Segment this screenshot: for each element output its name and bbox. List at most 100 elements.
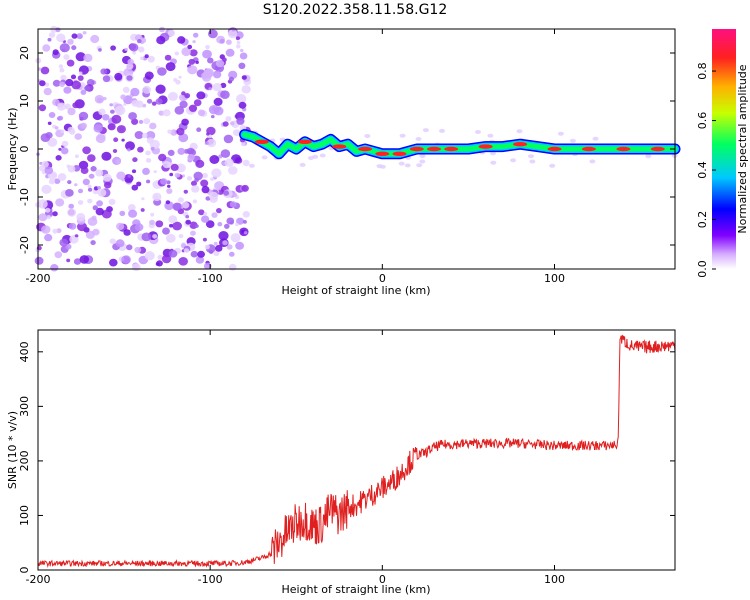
noise-blob xyxy=(213,97,223,106)
noise-blob xyxy=(74,234,79,238)
noise-blob xyxy=(127,174,131,178)
noise-blob xyxy=(203,262,212,270)
noise-blob xyxy=(175,163,186,173)
noise-blob xyxy=(48,178,56,185)
noise-blob xyxy=(239,52,248,60)
noise-blob xyxy=(115,239,125,248)
noise-blob xyxy=(66,258,71,263)
noise-blob xyxy=(592,136,599,141)
noise-blob xyxy=(116,125,126,134)
track-core xyxy=(297,139,312,144)
snr-x-axis-label: Height of straight line (km) xyxy=(281,583,430,596)
x-tick-label: -200 xyxy=(26,573,51,586)
noise-blob xyxy=(74,133,82,140)
noise-blob xyxy=(71,33,78,39)
noise-blob xyxy=(34,256,44,265)
noise-blob xyxy=(228,166,238,175)
noise-blob xyxy=(123,103,127,106)
x-tick-label: -100 xyxy=(198,272,223,285)
noise-blob xyxy=(131,169,137,174)
noise-blob xyxy=(126,75,133,81)
noise-blob xyxy=(203,212,208,216)
noise-blob xyxy=(202,49,212,59)
noise-blob xyxy=(206,138,217,148)
noise-blob xyxy=(205,44,210,50)
figure-title: S120.2022.358.11.58.G12 xyxy=(263,2,448,18)
noise-blob xyxy=(181,118,189,126)
noise-blob xyxy=(226,39,232,45)
noise-blob xyxy=(115,105,126,116)
noise-blob xyxy=(186,176,193,181)
noise-blob xyxy=(167,149,175,156)
noise-blob xyxy=(121,138,125,142)
noise-blob xyxy=(168,249,178,258)
noise-blob xyxy=(169,223,173,228)
noise-blob xyxy=(72,102,79,109)
noise-blob xyxy=(178,75,182,79)
noise-blob xyxy=(169,172,174,177)
noise-blob xyxy=(122,86,130,93)
noise-blob xyxy=(146,179,151,184)
noise-blob xyxy=(198,209,205,216)
noise-blob xyxy=(162,227,170,235)
noise-blob xyxy=(37,199,48,209)
noise-blob xyxy=(94,94,105,104)
noise-blob xyxy=(217,222,223,227)
noise-blob xyxy=(92,205,99,211)
noise-blob xyxy=(102,75,111,83)
noise-blob xyxy=(165,62,176,72)
noise-blob xyxy=(236,117,245,125)
noise-blob xyxy=(158,153,167,162)
noise-blob xyxy=(68,203,74,209)
spectrogram-x-axis-label: Height of straight line (km) xyxy=(281,284,430,297)
noise-blob xyxy=(87,154,96,163)
noise-blob xyxy=(242,159,250,167)
noise-blob xyxy=(46,215,51,220)
noise-blob xyxy=(222,240,228,246)
noise-blob xyxy=(150,146,155,151)
noise-blob xyxy=(48,32,56,38)
noise-blob xyxy=(56,33,66,43)
noise-blob xyxy=(177,147,186,155)
noise-blob xyxy=(128,209,138,218)
noise-blob xyxy=(223,190,230,196)
track-core xyxy=(478,144,493,149)
snr-panel: -200 -100 0 100 0 100 200 300 400 Height of str… xyxy=(6,329,676,596)
x-tick-label: 0 xyxy=(379,573,386,586)
noise-blob xyxy=(200,179,209,187)
noise-blob xyxy=(399,133,406,138)
noise-blob xyxy=(141,197,145,201)
noise-blob xyxy=(172,221,183,231)
noise-blob xyxy=(47,137,58,147)
noise-blob xyxy=(416,163,423,168)
noise-blob xyxy=(132,157,138,163)
noise-blob xyxy=(188,104,198,113)
y-tick-label: 0 xyxy=(18,567,31,574)
noise-blob xyxy=(78,71,83,75)
noise-blob xyxy=(88,173,95,179)
noise-blob xyxy=(40,133,51,143)
noise-blob xyxy=(177,197,184,203)
track-core xyxy=(513,142,528,147)
noise-blob xyxy=(48,112,56,118)
noise-blob xyxy=(422,128,429,133)
noise-blob xyxy=(201,215,210,223)
noise-blob xyxy=(78,34,83,39)
noise-blob xyxy=(364,134,371,138)
spectrogram-y-axis-label: Frequency (Hz) xyxy=(6,108,19,191)
noise-blob xyxy=(181,47,191,57)
noise-blob xyxy=(190,250,198,258)
noise-blob xyxy=(192,40,196,44)
noise-blob xyxy=(240,48,244,53)
y-tick-label: 400 xyxy=(18,341,31,362)
y-tick-label: -20 xyxy=(18,236,31,254)
noise-blob xyxy=(67,126,75,134)
noise-blob xyxy=(212,83,222,92)
noise-blob xyxy=(419,154,426,159)
track-core xyxy=(332,144,347,149)
noise-blob xyxy=(261,155,268,160)
noise-blob xyxy=(137,46,145,53)
noise-blob xyxy=(150,212,155,217)
noise-blob xyxy=(123,174,134,183)
noise-blob xyxy=(114,72,123,81)
